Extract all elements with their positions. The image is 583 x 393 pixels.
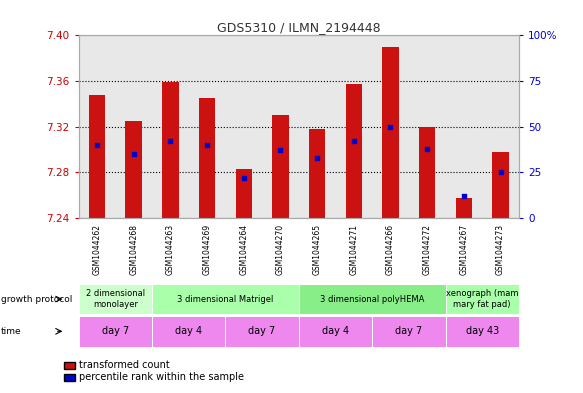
Point: [239, 175, 248, 181]
Bar: [236, 169, 252, 218]
Text: day 7: day 7: [102, 326, 129, 336]
Point: [312, 155, 322, 161]
Bar: [419, 127, 436, 218]
Text: day 7: day 7: [395, 326, 423, 336]
Text: 3 dimensional polyHEMA: 3 dimensional polyHEMA: [320, 295, 424, 303]
Text: transformed count: transformed count: [79, 360, 170, 371]
Text: day 43: day 43: [466, 326, 499, 336]
Point: [423, 145, 432, 152]
Title: GDS5310 / ILMN_2194448: GDS5310 / ILMN_2194448: [217, 21, 381, 34]
Text: day 7: day 7: [248, 326, 276, 336]
Point: [349, 138, 359, 145]
Bar: [492, 152, 509, 218]
Text: day 4: day 4: [322, 326, 349, 336]
Point: [129, 151, 138, 157]
Text: xenograph (mam
mary fat pad): xenograph (mam mary fat pad): [446, 289, 518, 309]
Text: 3 dimensional Matrigel: 3 dimensional Matrigel: [177, 295, 273, 303]
Point: [276, 147, 285, 154]
Point: [202, 142, 212, 148]
Bar: [125, 121, 142, 218]
Point: [92, 142, 101, 148]
Bar: [162, 82, 178, 218]
Bar: [199, 98, 215, 218]
Bar: [89, 95, 106, 218]
Text: time: time: [1, 327, 22, 336]
Bar: [346, 84, 362, 218]
Text: growth protocol: growth protocol: [1, 295, 72, 303]
Bar: [382, 47, 399, 218]
Bar: [272, 115, 289, 218]
Point: [459, 193, 469, 199]
Bar: [455, 198, 472, 218]
Point: [386, 123, 395, 130]
Point: [496, 169, 505, 176]
Bar: [309, 129, 325, 218]
Text: percentile rank within the sample: percentile rank within the sample: [79, 372, 244, 382]
Text: 2 dimensional
monolayer: 2 dimensional monolayer: [86, 289, 145, 309]
Text: day 4: day 4: [175, 326, 202, 336]
Point: [166, 138, 175, 145]
